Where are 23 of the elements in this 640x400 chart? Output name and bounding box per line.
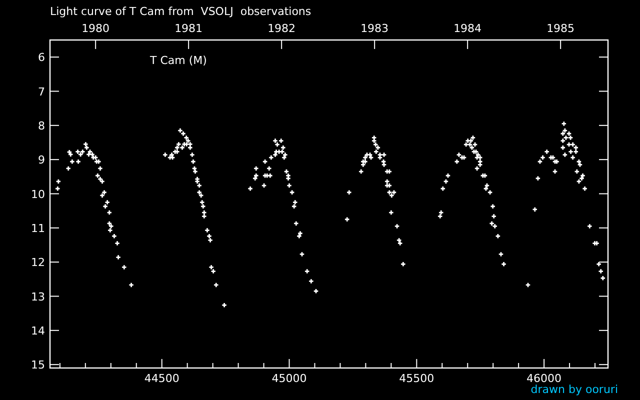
x-tick-label: 45000 bbox=[272, 372, 307, 385]
x2-tick-label: 1981 bbox=[174, 22, 203, 35]
x2-tick-label: 1984 bbox=[454, 22, 482, 35]
text: T Cam (M) bbox=[149, 54, 207, 67]
x-tick-label: 45500 bbox=[399, 372, 434, 385]
y-tick-label: 7 bbox=[38, 85, 45, 98]
x2-tick-label: 1980 bbox=[82, 22, 110, 35]
text: drawn by ooruri bbox=[530, 383, 618, 396]
x2-tick-label: 1983 bbox=[360, 22, 389, 35]
y-tick-label: 12 bbox=[31, 256, 45, 270]
x2-tick-label: 1982 bbox=[268, 22, 296, 35]
y-tick-label: 10 bbox=[31, 188, 45, 201]
chart-title: Light curve of T Cam from VSOLJ observations bbox=[50, 5, 312, 18]
x-tick-label: 44500 bbox=[144, 372, 180, 385]
y-tick-label: 6 bbox=[38, 51, 45, 64]
x-tick-label: 46000 bbox=[526, 372, 562, 385]
y-tick-label: 14 bbox=[31, 324, 45, 338]
y-tick-label: 11 bbox=[31, 222, 45, 235]
y-tick-label: 13 bbox=[31, 290, 45, 304]
y-tick-label: 15 bbox=[31, 358, 45, 372]
y-tick-label: 9 bbox=[38, 154, 45, 167]
y-tick-label: 8 bbox=[38, 119, 45, 132]
x2-tick-label: 1985 bbox=[546, 22, 575, 35]
